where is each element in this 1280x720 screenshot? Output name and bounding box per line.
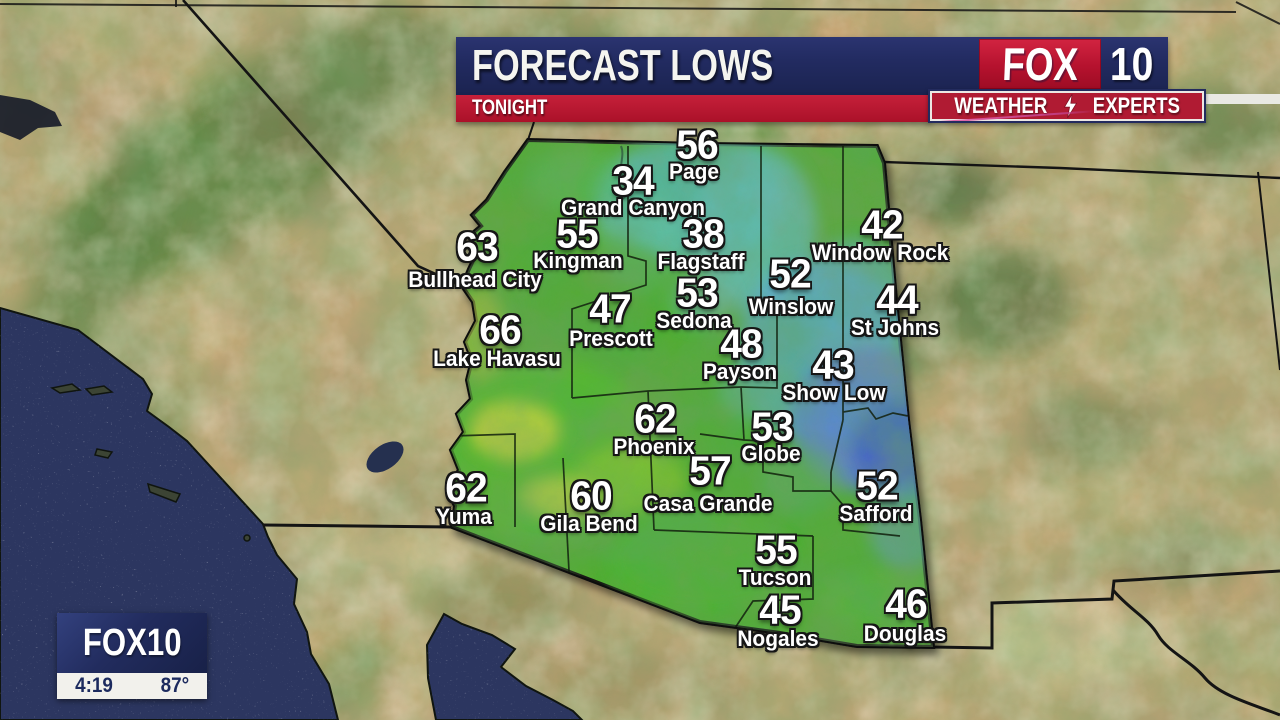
city-label-flagstaff: Flagstaff	[657, 249, 745, 274]
city-label-window-rock: Window Rock	[811, 240, 949, 265]
city-label-douglas: Douglas	[863, 621, 947, 646]
city-label-yuma: Yuma	[436, 504, 492, 529]
temp-value-prescott: 47	[589, 285, 631, 332]
temp-value-gila-bend: 60	[570, 472, 612, 519]
temp-value-winslow: 52	[769, 250, 811, 297]
fox-channel-number: 10	[1110, 38, 1154, 90]
temp-value-phoenix: 62	[634, 395, 676, 442]
temp-value-bullhead-city: 63	[456, 223, 498, 270]
sf-bay	[0, 95, 62, 140]
temp-value-nogales: 45	[759, 586, 801, 633]
temp-value-grand-canyon: 34	[612, 157, 654, 204]
city-label-tucson: Tucson	[738, 565, 812, 590]
temp-value-tucson: 55	[755, 526, 797, 573]
county-lines	[451, 146, 914, 632]
city-label-sedona: Sedona	[656, 308, 732, 333]
channel-islands	[50, 383, 251, 542]
temp-value-payson: 48	[720, 320, 762, 367]
station-bug-info-strip: 4:19 87°	[57, 673, 207, 699]
city-label-page: Page	[669, 159, 719, 184]
city-label-gila-bend: Gila Bend	[540, 511, 638, 536]
salton-sea	[366, 441, 404, 473]
temp-value-window-rock: 42	[861, 201, 903, 248]
city-label-safford: Safford	[839, 501, 913, 526]
temp-value-globe: 53	[751, 403, 793, 450]
temp-value-show-low: 43	[812, 341, 854, 388]
temp-value-flagstaff: 38	[682, 210, 724, 257]
city-label-prescott: Prescott	[569, 326, 653, 351]
fox-logo-box: FOX	[979, 38, 1101, 90]
city-label-nogales: Nogales	[737, 626, 819, 651]
subtitle-text: TONIGHT	[472, 96, 548, 119]
city-label-show-low: Show Low	[782, 380, 886, 405]
city-label-winslow: Winslow	[748, 294, 834, 319]
weather-experts-badge: WEATHER EXPERTS	[928, 89, 1206, 123]
page-title: FORECAST LOWS	[472, 41, 774, 90]
badge-experts-text: EXPERTS	[1092, 93, 1180, 118]
city-label-casa-grande: Casa Grande	[643, 491, 773, 516]
station-bug-logo: FOX10	[57, 613, 207, 673]
city-label-lake-havasu: Lake Havasu	[433, 346, 561, 371]
clock-time: 4:19	[75, 674, 113, 697]
temp-value-lake-havasu: 66	[479, 306, 521, 353]
banner-white-stripe	[1204, 94, 1280, 104]
city-label-st-johns: St Johns	[850, 315, 940, 340]
station-bug: FOX10 4:19 87°	[57, 613, 207, 699]
temp-value-st-johns: 44	[876, 276, 918, 323]
city-label-payson: Payson	[702, 359, 778, 384]
temp-value-kingman: 55	[556, 210, 598, 257]
city-label-phoenix: Phoenix	[613, 434, 695, 459]
city-label-bullhead-city: Bullhead City	[408, 267, 542, 292]
temp-value-safford: 52	[856, 462, 898, 509]
city-label-kingman: Kingman	[533, 248, 623, 273]
subtitle-banner: TONIGHT	[456, 95, 930, 122]
temp-value-casa-grande: 57	[689, 447, 731, 494]
lightning-bolt-icon	[1063, 94, 1078, 118]
temp-value-yuma: 62	[445, 464, 487, 511]
current-temperature: 87°	[160, 674, 190, 697]
temp-value-douglas: 46	[885, 580, 927, 627]
city-label-grand-canyon: Grand Canyon	[561, 195, 705, 220]
city-label-globe: Globe	[741, 441, 801, 466]
fox-logo-text: FOX	[1001, 38, 1079, 90]
colorado-river	[608, 145, 629, 208]
temp-value-page: 56	[676, 121, 718, 168]
temp-value-sedona: 53	[676, 269, 718, 316]
